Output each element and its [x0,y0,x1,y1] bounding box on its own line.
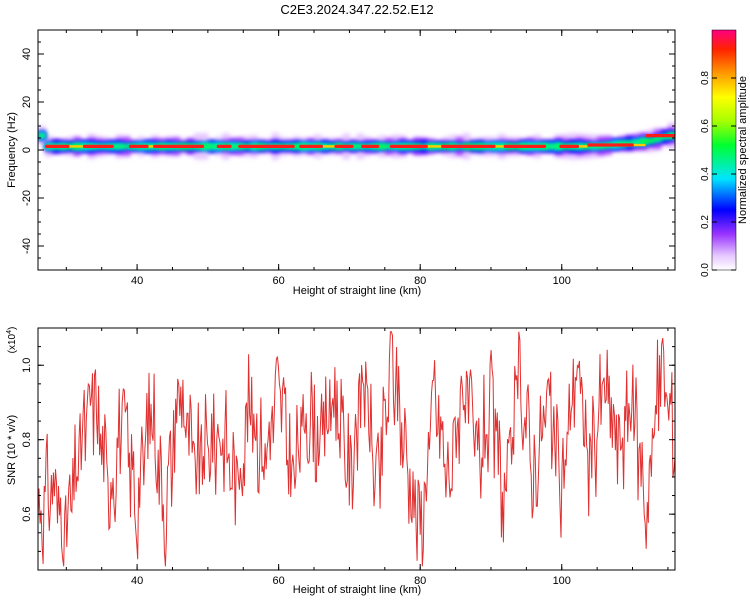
colorbar-tick-label: 0.8 [700,71,711,85]
spectrogram-peak [238,144,295,148]
spectrogram-peak [82,144,114,148]
spectrogram-xtick-label: 40 [131,275,143,287]
spectrogram-cell [384,144,393,149]
colorbar-tick-label: 0.2 [700,215,711,229]
snr-multiplier: (x104) [6,327,18,354]
spectrogram-peak [441,144,496,148]
spectrogram-ytick-label: 20 [21,96,33,108]
spectrogram-cell [639,138,648,145]
spectrogram-peak [334,144,354,148]
snr-ylabel: SNR (10 * v/v) [6,415,18,485]
spectrogram-peak [153,144,205,148]
spectrogram-cell [625,141,634,145]
spectrogram-peak [503,144,547,148]
spectrogram-peak-gap [69,145,83,148]
spectrogram-peak [389,144,428,148]
spectrogram-ytick-label: -20 [21,190,33,206]
snr-multiplier-base: (x10 [7,333,18,353]
spectrogram-peak-gap [148,145,154,148]
snr-ticks: 40 60 80 100 1.0 0.8 0.6 [21,328,675,587]
spectrogram-cell [292,143,301,150]
colorbar-tick-label: 0.4 [700,167,711,181]
spectrogram-band [38,122,675,160]
spectrogram-ylabel: Frequency (Hz) [6,112,18,188]
snr-panel: 40 60 80 100 1.0 0.8 0.6 Height of straight li… [6,327,676,596]
spectrogram-cell [200,143,209,149]
spectrogram-peak-ridge [45,134,675,148]
spectrogram-cell [377,143,386,149]
spectrogram-peak [559,144,580,148]
colorbar-tick-label: 0.0 [700,263,711,277]
colorbar-gradient [711,29,737,271]
spectrogram-peak-gap [579,145,588,148]
spectrogram-peak-gap [495,145,504,148]
spectrogram-peak [587,143,634,147]
spectrogram-cell [38,134,46,138]
spectrogram-cell [653,137,662,141]
spectrogram-cell [229,144,237,149]
spectrogram-ticks: 40 60 80 100 40 20 0 -20 -40 [21,29,675,287]
spectrogram-peak-gap [322,145,335,148]
spectrogram-cell [115,144,124,149]
spectrogram-peak [128,144,149,148]
snr-xtick-label: 80 [414,575,426,587]
spectrogram-peak [299,144,323,148]
spectrogram-cell [122,144,131,148]
spectrogram-cell [356,144,365,149]
spectrogram-xtick-label: 60 [273,275,285,287]
spectrogram-cell [646,138,655,144]
spectrogram-peak [45,144,70,148]
figure-title: C2E3.2024.347.22.52.E12 [280,2,433,17]
snr-xlabel: Height of straight line (km) [293,584,421,596]
spectrogram-cell [547,144,556,149]
snr-series-line [38,331,675,567]
snr-frame [37,327,676,571]
spectrogram-ytick-label: 40 [21,48,33,60]
spectrogram-xtick-label: 100 [553,275,571,287]
spectrogram-peak [361,144,380,148]
spectrogram-cell [632,140,641,144]
svg-text:(x104): (x104) [6,327,18,354]
snr-ytick-label: 1.0 [21,358,33,373]
spectrogram-cell [554,143,563,150]
snr-ytick-label: 0.6 [21,507,33,522]
snr-multiplier-exp: 4 [6,330,13,334]
spectrogram-cell [207,144,216,149]
colorbar-ticks: 0.0 0.2 0.4 0.6 0.8 [700,71,736,277]
spectrogram-peak-gap [427,145,442,148]
spectrogram-peak [645,134,675,138]
spectrogram-xlabel: Height of straight line (km) [293,285,421,297]
spectrogram-xtick-label: 80 [414,275,426,287]
colorbar-label: Normalized spectral amplitude [737,76,749,224]
snr-multiplier-close: ) [7,327,18,330]
spectrogram-peak-gap [633,143,646,147]
snr-xtick-label: 40 [131,575,143,587]
colorbar-tick-label: 0.6 [700,119,711,133]
spectrogram-peak [216,144,232,148]
spectrogram-ytick-label: -40 [21,238,33,254]
snr-xtick-label: 60 [273,575,285,587]
spectrogram-ytick-label: 0 [21,147,33,153]
snr-ytick-label: 0.8 [21,432,33,447]
spectrogram-panel: 40 60 80 100 40 20 0 -20 -40 Height of straight … [6,29,676,297]
snr-xtick-label: 100 [553,575,571,587]
colorbar: 0.0 0.2 0.4 0.6 0.8 Normalized spectral ampl… [700,29,749,277]
